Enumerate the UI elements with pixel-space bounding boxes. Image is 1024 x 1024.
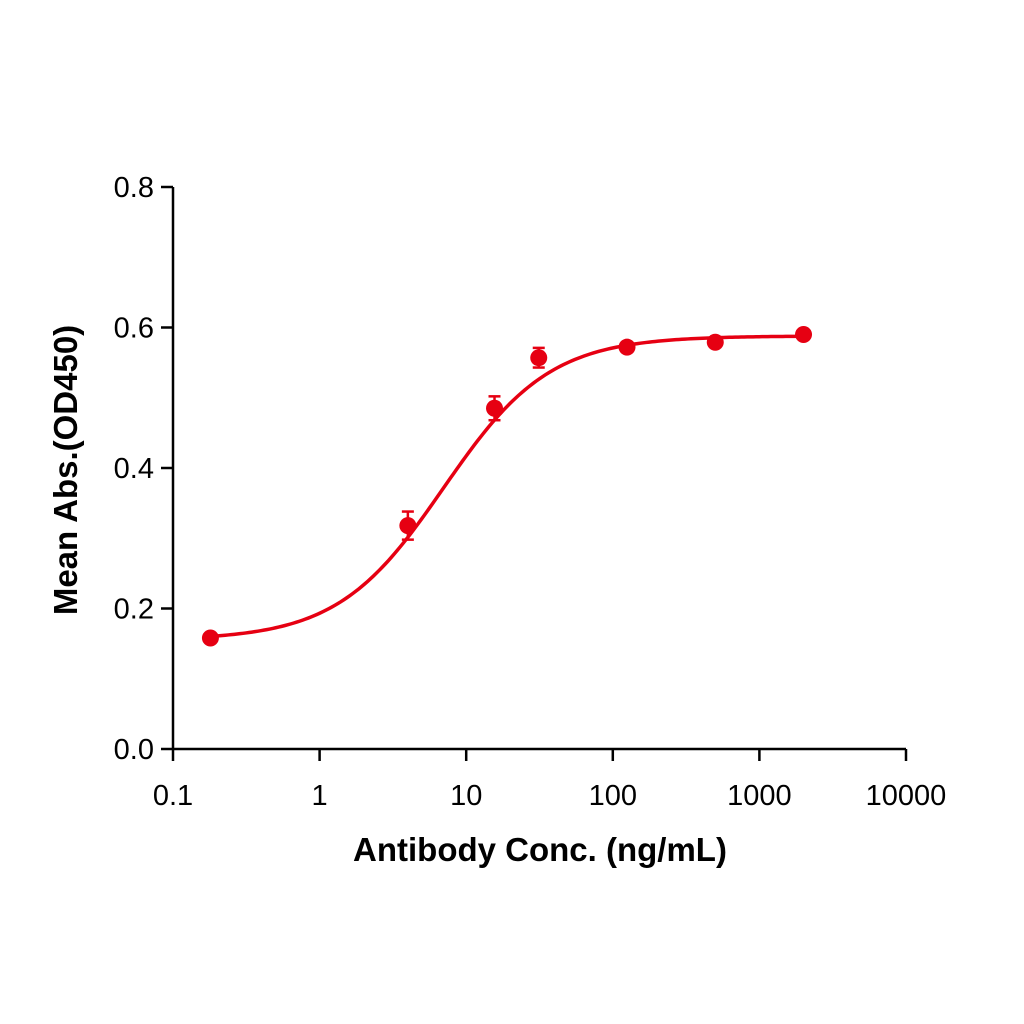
data-point <box>486 399 504 417</box>
y-tick-label: 0.8 <box>114 172 154 204</box>
x-axis-title: Antibody Conc. (ng/mL) <box>353 831 727 868</box>
x-tick-label: 10 <box>450 780 482 812</box>
data-point <box>530 349 548 367</box>
data-points <box>201 326 813 647</box>
y-tick-label: 0.0 <box>114 734 154 766</box>
data-point <box>795 326 813 344</box>
y-tick-label: 0.4 <box>114 453 154 485</box>
x-tick-label: 1 <box>312 780 328 812</box>
x-tick-label: 1000 <box>727 780 792 812</box>
x-tick-label: 10000 <box>866 780 947 812</box>
data-point <box>399 517 417 535</box>
x-tick-label: 100 <box>589 780 637 812</box>
y-tick-label: 0.2 <box>114 594 154 626</box>
x-tick-label: 0.1 <box>153 780 193 812</box>
fit-curve <box>210 334 804 639</box>
y-ticks: 0.0 0.2 0.4 0.6 0.8 <box>114 172 173 766</box>
error-bars <box>401 342 634 541</box>
data-point <box>618 338 636 356</box>
x-ticks: 0.1 1 10 100 1000 10000 <box>153 749 946 812</box>
data-point <box>201 629 219 647</box>
y-axis-title: Mean Abs.(OD450) <box>47 325 84 615</box>
axes <box>171 187 906 751</box>
data-point <box>706 333 724 351</box>
y-tick-label: 0.6 <box>114 313 154 345</box>
